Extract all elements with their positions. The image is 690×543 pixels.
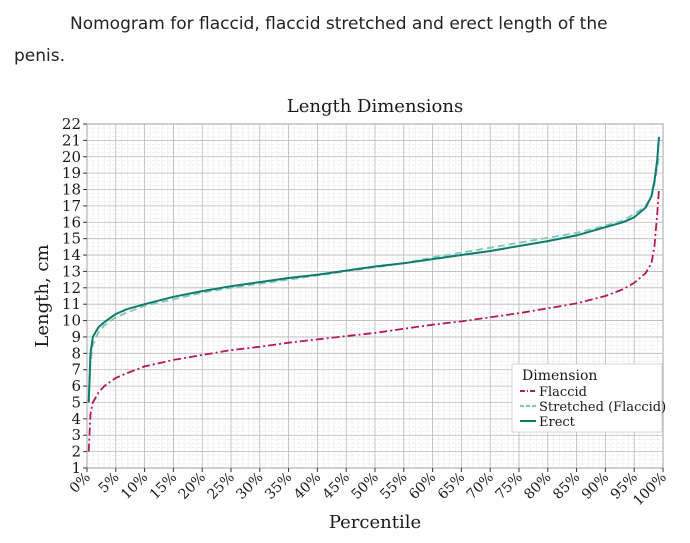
x-tick-label: 60% <box>406 470 439 503</box>
x-axis-label: Percentile <box>329 512 421 533</box>
y-tick-label: 14 <box>62 246 81 264</box>
series-lines <box>87 137 660 452</box>
x-tick-label: 80% <box>521 470 554 503</box>
y-tick-label: 5 <box>71 393 81 411</box>
y-tick-label: 4 <box>71 410 81 428</box>
x-tick-label: 15% <box>147 470 180 503</box>
figure-caption: Nomogram for flaccid, flaccid stretched … <box>0 8 690 72</box>
legend-box <box>511 363 663 433</box>
chart-title: Length Dimensions <box>287 96 463 117</box>
y-tick-label: 19 <box>62 164 81 182</box>
legend-entry: Erect <box>539 415 576 430</box>
x-tick-label: 100% <box>630 470 670 510</box>
y-tick-label: 9 <box>71 328 81 346</box>
y-axis-label: Length, cm <box>32 244 53 347</box>
x-tick-label: 90% <box>579 470 612 503</box>
y-tick-label: 2 <box>71 443 81 461</box>
y-tick-label: 22 <box>62 115 81 133</box>
y-tick-label: 18 <box>62 181 81 199</box>
x-tick-label: 55% <box>377 470 410 503</box>
x-tick-label: 35% <box>262 470 295 503</box>
y-tick-label: 11 <box>62 295 81 313</box>
x-tick-label: 50% <box>349 470 382 503</box>
x-tick-label: 65% <box>435 470 468 503</box>
x-tick-label: 45% <box>320 470 353 503</box>
x-tick-label: 25% <box>205 470 238 503</box>
y-tick-label: 6 <box>71 377 81 395</box>
legend-entry: Flaccid <box>539 385 587 400</box>
y-tick-label: 17 <box>62 197 81 215</box>
y-tick-label: 13 <box>62 262 81 280</box>
x-tick-label: 20% <box>176 470 209 503</box>
x-tick-label: 70% <box>464 470 497 503</box>
legend-title: Dimension <box>522 368 597 384</box>
x-axis-ticks: 0% 5%10%15%20%25%30%35%40%45%50%55%60%65%… <box>67 468 670 509</box>
y-tick-label: 21 <box>62 131 81 149</box>
y-tick-label: 7 <box>71 361 81 379</box>
y-tick-label: 3 <box>71 426 81 444</box>
x-tick-label: 10% <box>118 470 151 503</box>
legend-entry: Stretched (Flaccid) <box>539 400 666 415</box>
caption-line-1: Nomogram for flaccid, flaccid stretched … <box>70 14 608 34</box>
caption-line-2: penis. <box>14 46 66 66</box>
y-tick-label: 16 <box>62 213 81 231</box>
series-line-erect <box>87 137 660 403</box>
y-tick-label: 8 <box>71 344 81 362</box>
series-line-flaccid <box>87 189 660 452</box>
y-tick-label: 12 <box>62 279 81 297</box>
y-tick-label: 15 <box>62 230 81 248</box>
x-tick-label: 40% <box>291 470 324 503</box>
x-tick-label: 30% <box>233 470 266 503</box>
series-line-stretched-flaccid <box>87 156 660 403</box>
x-tick-label: 75% <box>493 470 526 503</box>
x-tick-label: 85% <box>550 470 583 503</box>
y-tick-label: 1 <box>71 459 81 477</box>
y-tick-label: 20 <box>62 148 81 166</box>
y-tick-label: 10 <box>62 312 81 330</box>
